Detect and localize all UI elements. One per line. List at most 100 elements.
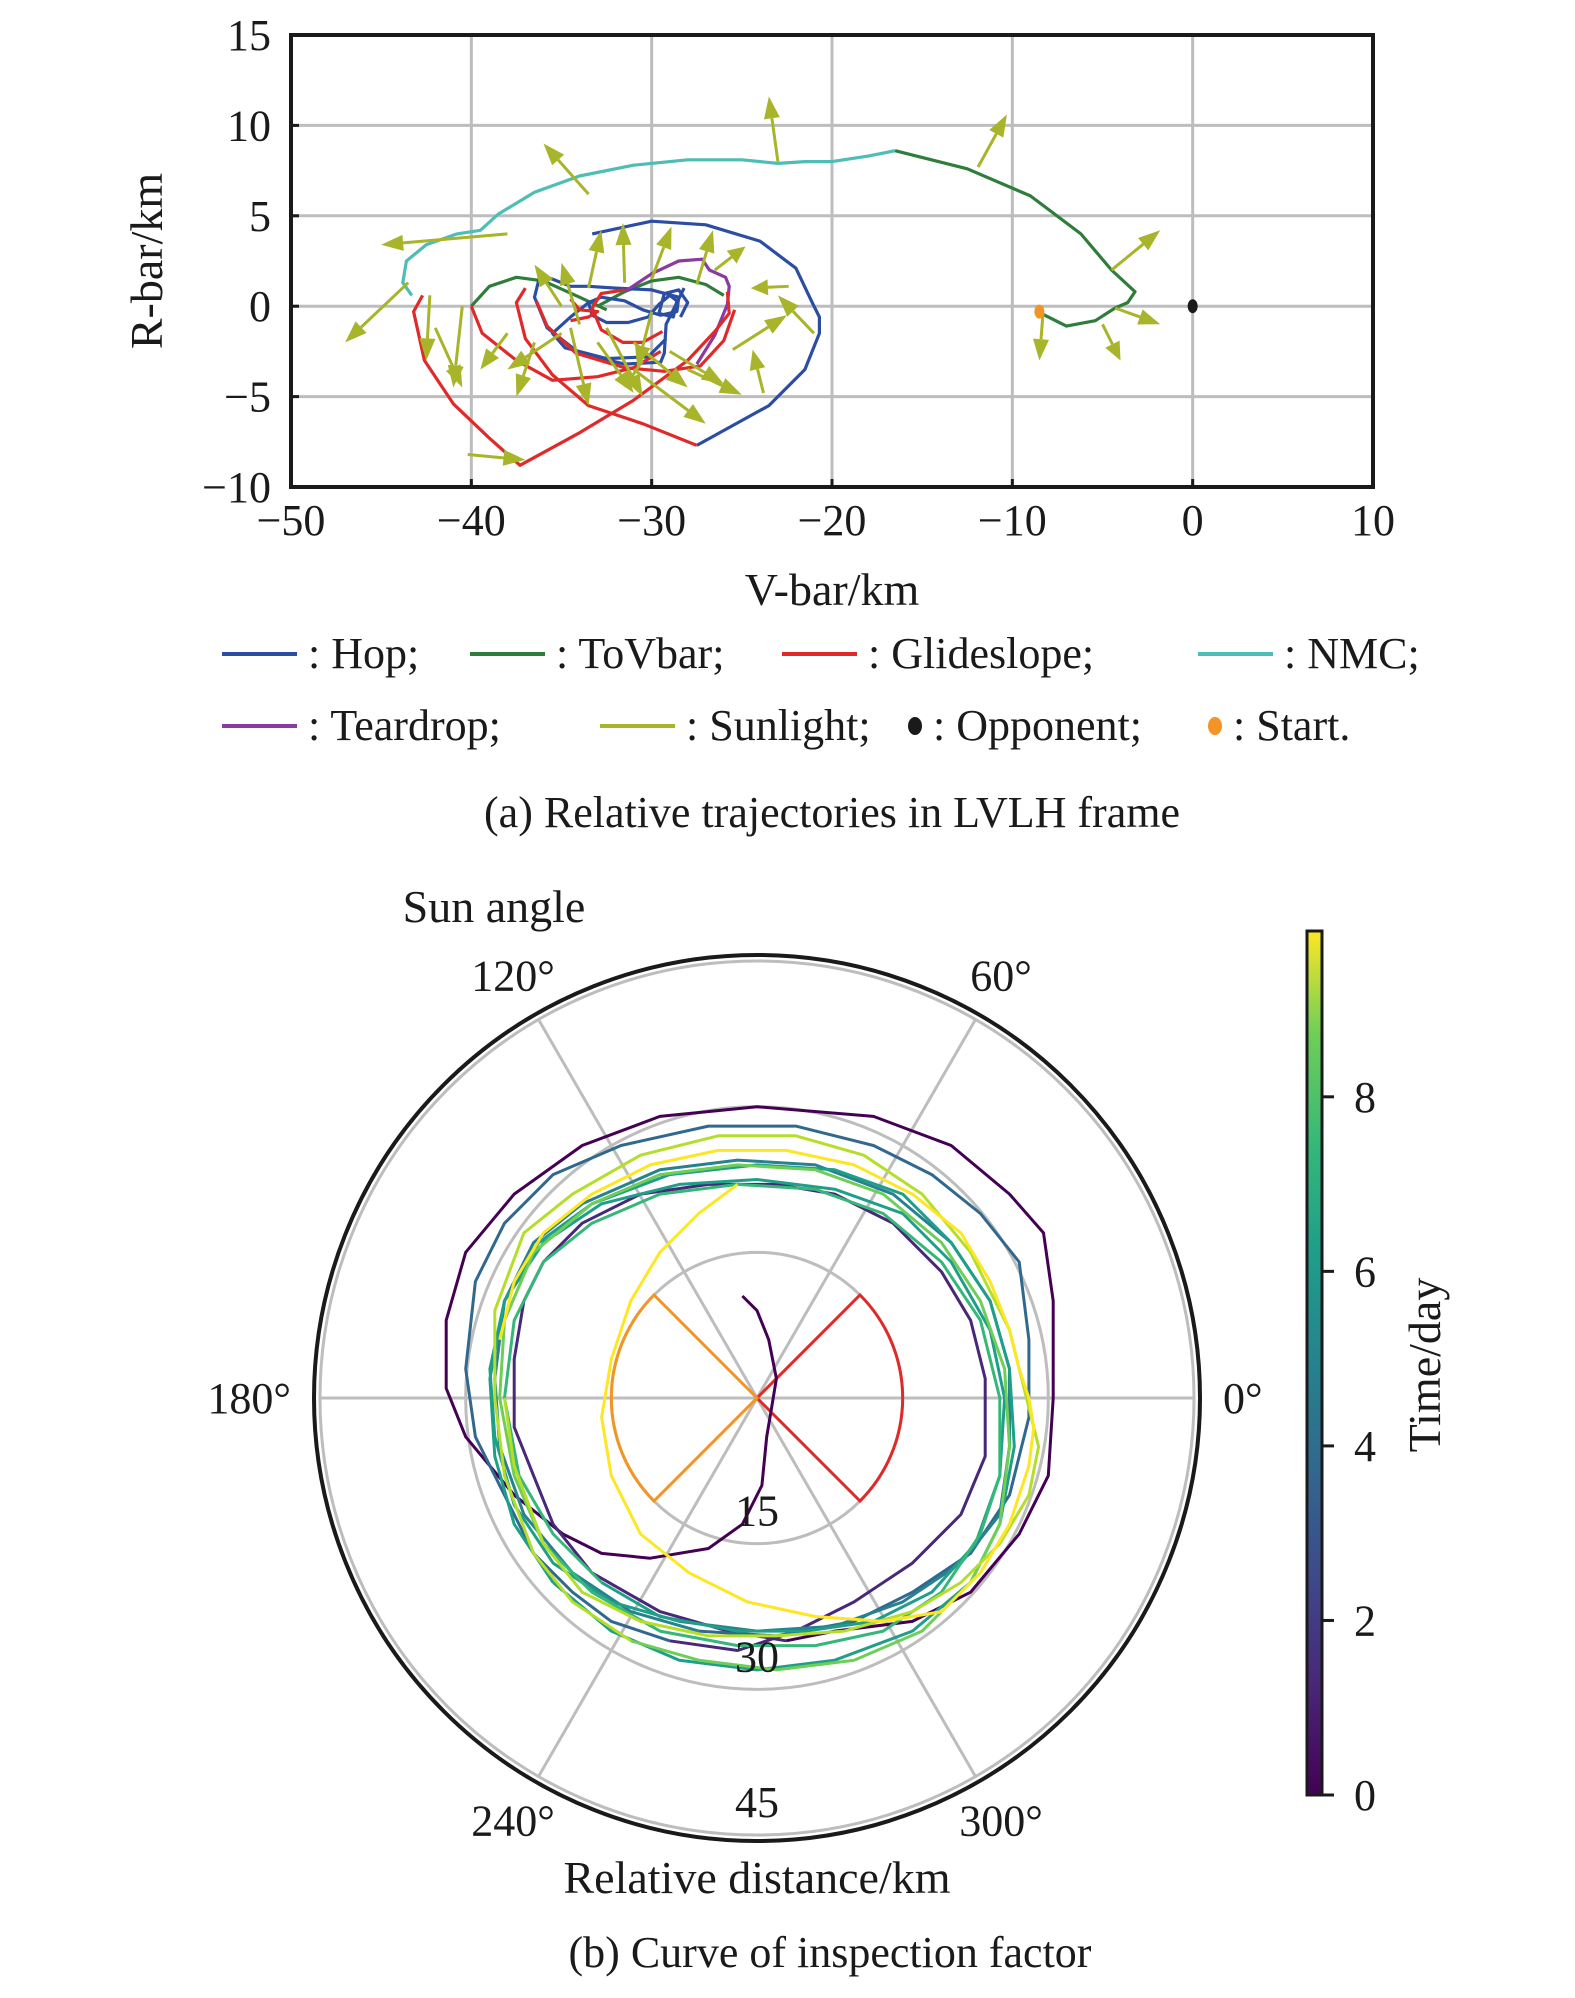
x-tick-label: −40 <box>437 496 506 545</box>
sunlight-arrow-shaft <box>767 284 789 289</box>
sunlight-arrow <box>650 226 672 280</box>
x-tick-label: −50 <box>257 496 326 545</box>
colorbar-tick-label: 0 <box>1354 1771 1376 1820</box>
series-tovbar-inner <box>470 275 608 312</box>
series-glideslope-6 <box>569 297 600 323</box>
polar-outer-boundary <box>312 953 1202 1843</box>
sunlight-arrow <box>976 114 1007 168</box>
sunlight-arrow-head <box>1138 230 1161 251</box>
sunlight-arrow-head <box>777 295 799 317</box>
sunlight-arrow <box>749 349 766 394</box>
sunlight-arrow <box>1033 313 1049 361</box>
sunlight-arrow-shaft <box>650 246 666 280</box>
legend-item: : Opponent; <box>908 701 1142 750</box>
series-hop-loop2 <box>586 288 690 325</box>
sunlight-arrow-shaft <box>596 341 623 376</box>
x-tick-label: 0 <box>1182 496 1204 545</box>
panel-a-legend: : Hop;: ToVbar;: Glideslope;: NMC;: Tear… <box>222 629 1420 750</box>
sunlight-arrow-head <box>419 338 436 361</box>
series-glideslope-3 <box>514 287 698 447</box>
sunlight-arrow <box>695 230 715 285</box>
r-tick-label: 15 <box>735 1487 779 1536</box>
theta-tick-label: 180° <box>207 1374 291 1423</box>
sunlight-arrow-shaft <box>621 244 627 283</box>
series-nmc <box>401 149 896 297</box>
sunlight-arrow-head <box>763 96 780 120</box>
theta-tick-label: 120° <box>471 951 555 1000</box>
x-tick-label: −10 <box>978 496 1047 545</box>
legend-label: : Teardrop; <box>308 701 501 750</box>
sunlight-arrow-shaft <box>425 295 432 339</box>
sunlight-arrow <box>605 327 643 397</box>
series-teardrop <box>623 257 731 365</box>
sunlight-arrow-shaft <box>668 350 706 374</box>
sunlight-arrow-head <box>515 373 531 397</box>
legend-dot <box>908 717 922 735</box>
r-tick-label: 45 <box>735 1778 779 1827</box>
x-tick-label: −30 <box>617 496 686 545</box>
sunlight-sector-back <box>609 1292 760 1504</box>
sunlight-arrow-shaft <box>1110 243 1145 272</box>
theta-tick-label: 240° <box>471 1797 555 1846</box>
sunlight-arrow <box>687 368 742 395</box>
sunlight-arrow-head <box>683 404 706 424</box>
sunlight-arrow-head <box>345 321 367 343</box>
y-tick-label: 15 <box>227 11 271 60</box>
y-tick-label: 10 <box>227 101 271 150</box>
series-tovbar-inner2 <box>596 275 725 308</box>
sunlight-arrow-shaft <box>641 311 654 347</box>
marker-start <box>1034 304 1045 319</box>
sunlight-arrow <box>750 279 789 296</box>
legend-label: : ToVbar; <box>556 629 724 678</box>
sunlight-arrow-shaft <box>605 327 634 378</box>
polar-series-day-9.5 <box>498 1148 1036 1623</box>
sunlight-arrow <box>1101 323 1121 361</box>
panel-a-markers <box>1034 299 1198 319</box>
sunlight-arrow-shaft <box>732 325 770 351</box>
polar-series-day-0 <box>444 1105 1055 1643</box>
sunlight-arrow-head <box>615 223 632 246</box>
colorbar-tick-label: 2 <box>1354 1596 1376 1645</box>
sunlight-arrow <box>615 223 632 283</box>
sunlight-arrow-shaft <box>631 359 644 377</box>
panel-b-r-axis-label: Relative distance/km <box>563 1852 950 1903</box>
sunlight-arrow-head <box>502 449 526 466</box>
sunlight-arrow-head <box>656 226 672 251</box>
sunlight-arrow-head <box>665 367 688 388</box>
x-tick-label: −20 <box>798 496 867 545</box>
sunlight-arrow-shaft <box>687 368 723 387</box>
panel-a-caption: (a) Relative trajectories in LVLH frame <box>484 788 1180 837</box>
sunlight-arrow-shaft <box>433 327 455 369</box>
theta-tick-label: 300° <box>959 1797 1043 1846</box>
sunlight-arrow <box>587 230 605 289</box>
sunlight-arrow-head <box>749 349 766 372</box>
r-grid-circle <box>318 959 1196 1837</box>
series-glideslope-4 <box>534 300 737 373</box>
panel-b-polar: Sun angle 15 30 45 0° 60° 120° 180° 240° 300° R… <box>207 881 1450 1977</box>
sunlight-arrow <box>1110 230 1161 272</box>
panel-a-x-axis-label: V-bar/km <box>745 564 920 615</box>
legend-item: : Start. <box>1208 701 1350 750</box>
sunlight-arrow-shaft <box>360 281 410 329</box>
legend-item: : ToVbar; <box>470 629 724 678</box>
panel-b-colorbar-label: Time/day <box>1399 1278 1450 1453</box>
sunlight-arrow-head <box>718 378 742 395</box>
sunlight-arrow <box>632 368 706 424</box>
marker-opponent <box>1187 299 1198 314</box>
sunlight-arrow-shaft <box>467 452 504 460</box>
r-tick-label: 30 <box>735 1632 779 1681</box>
polar-series-day-6.5 <box>503 1182 1002 1648</box>
sunlight-arrow <box>345 281 410 343</box>
sunlight-arrow-head <box>447 364 464 388</box>
sunlight-arrow <box>732 315 787 351</box>
panel-a-y-ticks: −10 −5 0 5 10 15 <box>202 11 299 512</box>
sunlight-arrow-head <box>750 279 769 296</box>
sunlight-arrow-shaft <box>454 306 464 366</box>
legend-item: : Glideslope; <box>782 629 1094 678</box>
theta-grid-line <box>755 1397 977 1778</box>
sunlight-arrow <box>543 143 590 196</box>
sunlight-arrow-shaft <box>770 118 780 162</box>
sunlight-arrow-head <box>699 230 715 254</box>
sunlight-arrow-shaft <box>756 368 765 394</box>
